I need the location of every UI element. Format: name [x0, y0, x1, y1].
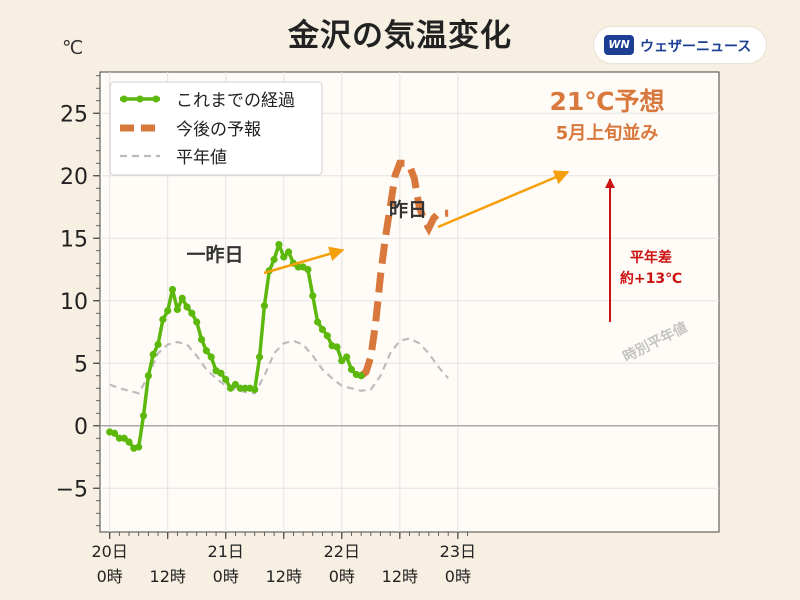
observed-point — [275, 240, 283, 249]
observed-point — [226, 384, 235, 392]
axis-ticks — [93, 75, 468, 539]
observed-point — [323, 332, 331, 340]
y-tick-label: 25 — [60, 102, 88, 127]
observed-point — [120, 434, 128, 442]
observed-point — [197, 335, 206, 344]
observed-point — [314, 318, 322, 326]
x-tick-label-day: 22日 — [324, 542, 360, 561]
observed-point — [149, 350, 157, 359]
observed-point — [144, 372, 152, 380]
legend-label-forecast: 今後の予報 — [176, 120, 261, 140]
weathernews-logo: WN ウェザーニュース — [594, 27, 766, 63]
observed-point — [318, 325, 327, 334]
y-unit-label: ℃ — [62, 37, 84, 59]
x-tick-label-hour: 12時 — [150, 567, 186, 586]
x-tick-label-day: 21日 — [208, 542, 244, 561]
y-tick-label: −5 — [56, 477, 88, 502]
observed-point — [260, 302, 269, 310]
observed-point — [251, 385, 259, 394]
x-tick-label-hour: 0時 — [97, 567, 123, 586]
legend-item-forecast: 今後の予報 — [120, 120, 261, 140]
chart-title: 金沢の気温変化 — [288, 18, 512, 54]
legend-label-observed: これまでの経過 — [176, 91, 295, 111]
diff-value: 約+13℃ — [620, 270, 682, 287]
observed-point — [280, 253, 288, 261]
observed-point — [333, 343, 341, 351]
observed-point — [309, 292, 317, 300]
observed-point — [168, 285, 177, 294]
observed-point — [207, 353, 215, 361]
arrow-yesterday — [437, 170, 570, 229]
observed-point — [270, 255, 278, 264]
series-forecast-line — [358, 159, 449, 379]
series-normal-line — [109, 337, 450, 395]
observed-point — [183, 303, 191, 311]
x-tick-label-hour: 0時 — [213, 567, 239, 586]
observed-point — [338, 357, 346, 365]
forecast-main-label: 21℃予想 — [549, 87, 664, 116]
y-tick-label: 15 — [60, 227, 88, 252]
observed-point — [193, 318, 201, 326]
observed-point — [154, 340, 162, 349]
observed-point — [222, 375, 230, 384]
y-tick-label: 5 — [74, 352, 88, 377]
logo-text: ウェザーニュース — [640, 39, 752, 55]
observed-point — [304, 265, 312, 274]
x-tick-label-day: 23日 — [440, 542, 476, 561]
x-tick-label-hour: 12時 — [382, 567, 418, 586]
arrow-day-before — [263, 246, 345, 275]
observed-point — [357, 372, 365, 380]
legend-box — [109, 81, 323, 176]
x-tick-label-hour: 0時 — [445, 567, 471, 586]
legend: これまでの経過 今後の予報 平年値 — [109, 81, 323, 176]
observed-point — [347, 365, 356, 374]
observed-point — [125, 438, 133, 446]
series-observed-points — [106, 240, 365, 452]
observed-point — [255, 353, 264, 361]
observed-point — [164, 307, 172, 315]
x-tick-label-hour: 12時 — [266, 567, 302, 586]
x-tick-label-day: 20日 — [91, 542, 127, 561]
observed-point — [231, 380, 240, 389]
y-tick-labels: −5 0 5 10 15 20 25 — [56, 102, 88, 502]
wn-logo-icon: WN — [604, 35, 634, 55]
legend-item-observed: これまでの経過 — [120, 91, 295, 111]
y-tick-label: 0 — [74, 415, 88, 440]
y-tick-label: 10 — [60, 290, 88, 315]
observed-point — [202, 347, 210, 355]
legend-item-normal: 平年値 — [120, 148, 227, 168]
observed-point — [178, 294, 186, 302]
label-yesterday: 昨日 — [389, 198, 427, 221]
legend-label-normal: 平年値 — [176, 148, 227, 168]
observed-point — [285, 248, 293, 256]
forecast-sub-label: 5月上旬並み — [556, 122, 659, 144]
diff-title: 平年差 — [630, 249, 672, 266]
observed-point — [173, 305, 181, 314]
observed-point — [159, 315, 167, 324]
observed-point — [343, 353, 351, 361]
y-tick-label: 20 — [60, 165, 88, 190]
observed-point — [110, 429, 119, 437]
x-tick-labels: 20日 0時 12時 21日 0時 12時 22日 0時 12時 23日 0時 — [91, 542, 476, 586]
observed-point — [217, 369, 225, 377]
x-tick-label-hour: 0時 — [329, 567, 355, 586]
observed-point — [188, 309, 196, 317]
observed-point — [139, 412, 148, 420]
observed-point — [135, 443, 143, 451]
label-day-before-yesterday: 一昨日 — [186, 243, 243, 266]
